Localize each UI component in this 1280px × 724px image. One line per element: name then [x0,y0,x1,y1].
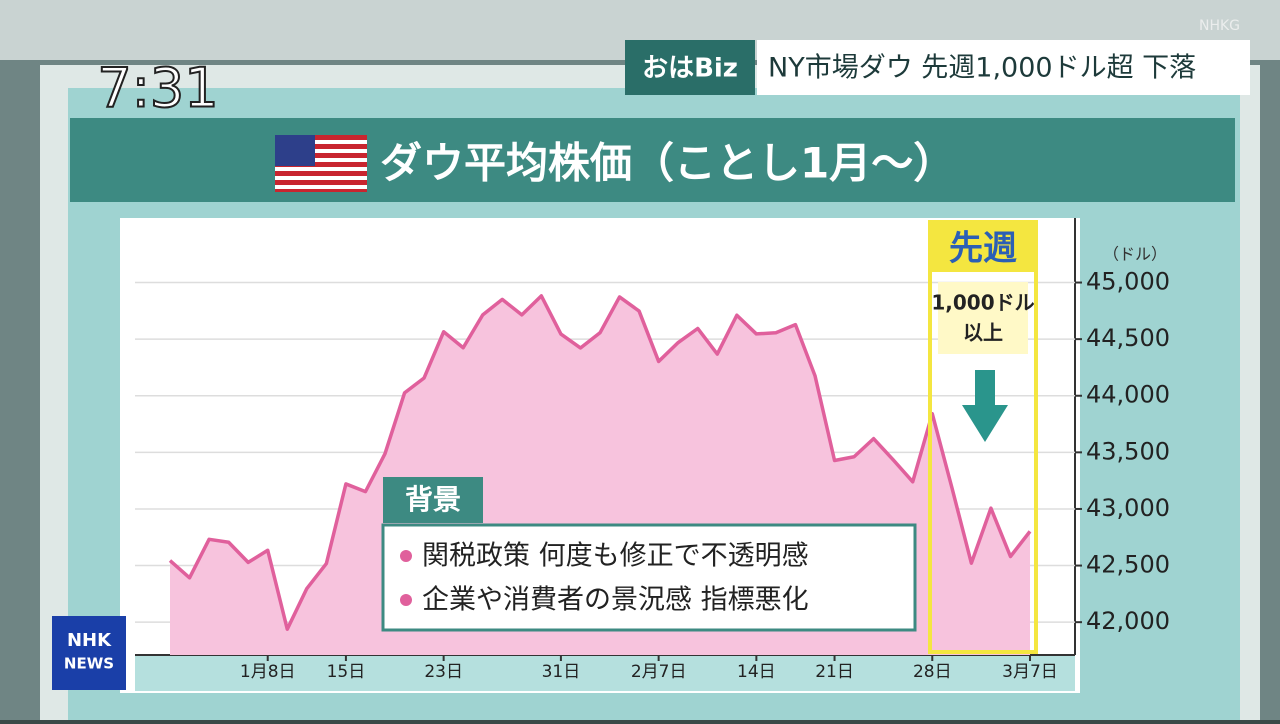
y-tick-label: 42,000 [1086,607,1170,635]
y-tick-label: 45,000 [1086,268,1170,296]
x-tick-label: 14日 [737,662,776,682]
x-tick-label: 21日 [815,662,854,682]
x-tick-label: 3月7日 [1002,662,1058,682]
program-logo-bg [625,40,755,95]
news-logo: NEWS [64,655,114,673]
x-tick-label: 31日 [542,662,581,682]
clock: 7:31 [97,57,218,120]
news-logo: NHK [67,630,112,651]
x-tick-label: 23日 [424,662,463,682]
box-item: 企業や消費者の景況感 指標悪化 [422,585,809,616]
watermark: NHKG [1199,18,1240,34]
line [168,294,1032,631]
down-arrow [962,370,1008,442]
headline: NY市場ダウ 先週1,000ドル超 下落 [768,53,1196,84]
box-tab [383,477,483,523]
box-item: 関税政策 何度も修正で不透明感 [422,541,809,572]
x-tick-label: 1月8日 [240,662,296,682]
news-logo-bg [52,616,126,690]
x-tick-label: 2月7日 [631,662,687,682]
y-unit: （ドル） [1103,245,1167,264]
bullet [400,594,412,606]
x-tick-label: 15日 [327,662,366,682]
box-title: 背景 [405,483,461,516]
note-bg [938,282,1028,354]
highlight-note: 以上 [963,321,1003,345]
x-tick-label: 28日 [913,662,952,682]
headline-bg [757,40,1250,95]
title-bar [70,118,1235,202]
x-axis-band [135,655,1075,691]
chart-title: ダウ平均株価（ことし1月〜） [380,139,955,188]
box [381,523,917,632]
y-tick-label: 44,500 [1086,324,1170,352]
y-tick-label: 43,500 [1086,437,1170,465]
y-tick-label: 43,000 [1086,494,1170,522]
highlight-note: 1,000ドル [931,291,1034,315]
program-logo: おはBiz [642,54,738,84]
bullet [400,550,412,562]
us-flag [275,135,367,192]
y-tick-label: 44,000 [1086,381,1170,409]
highlight-label: 先週 [949,229,1017,269]
highlight-tab [930,222,1036,272]
y-tick-label: 42,500 [1086,551,1170,579]
